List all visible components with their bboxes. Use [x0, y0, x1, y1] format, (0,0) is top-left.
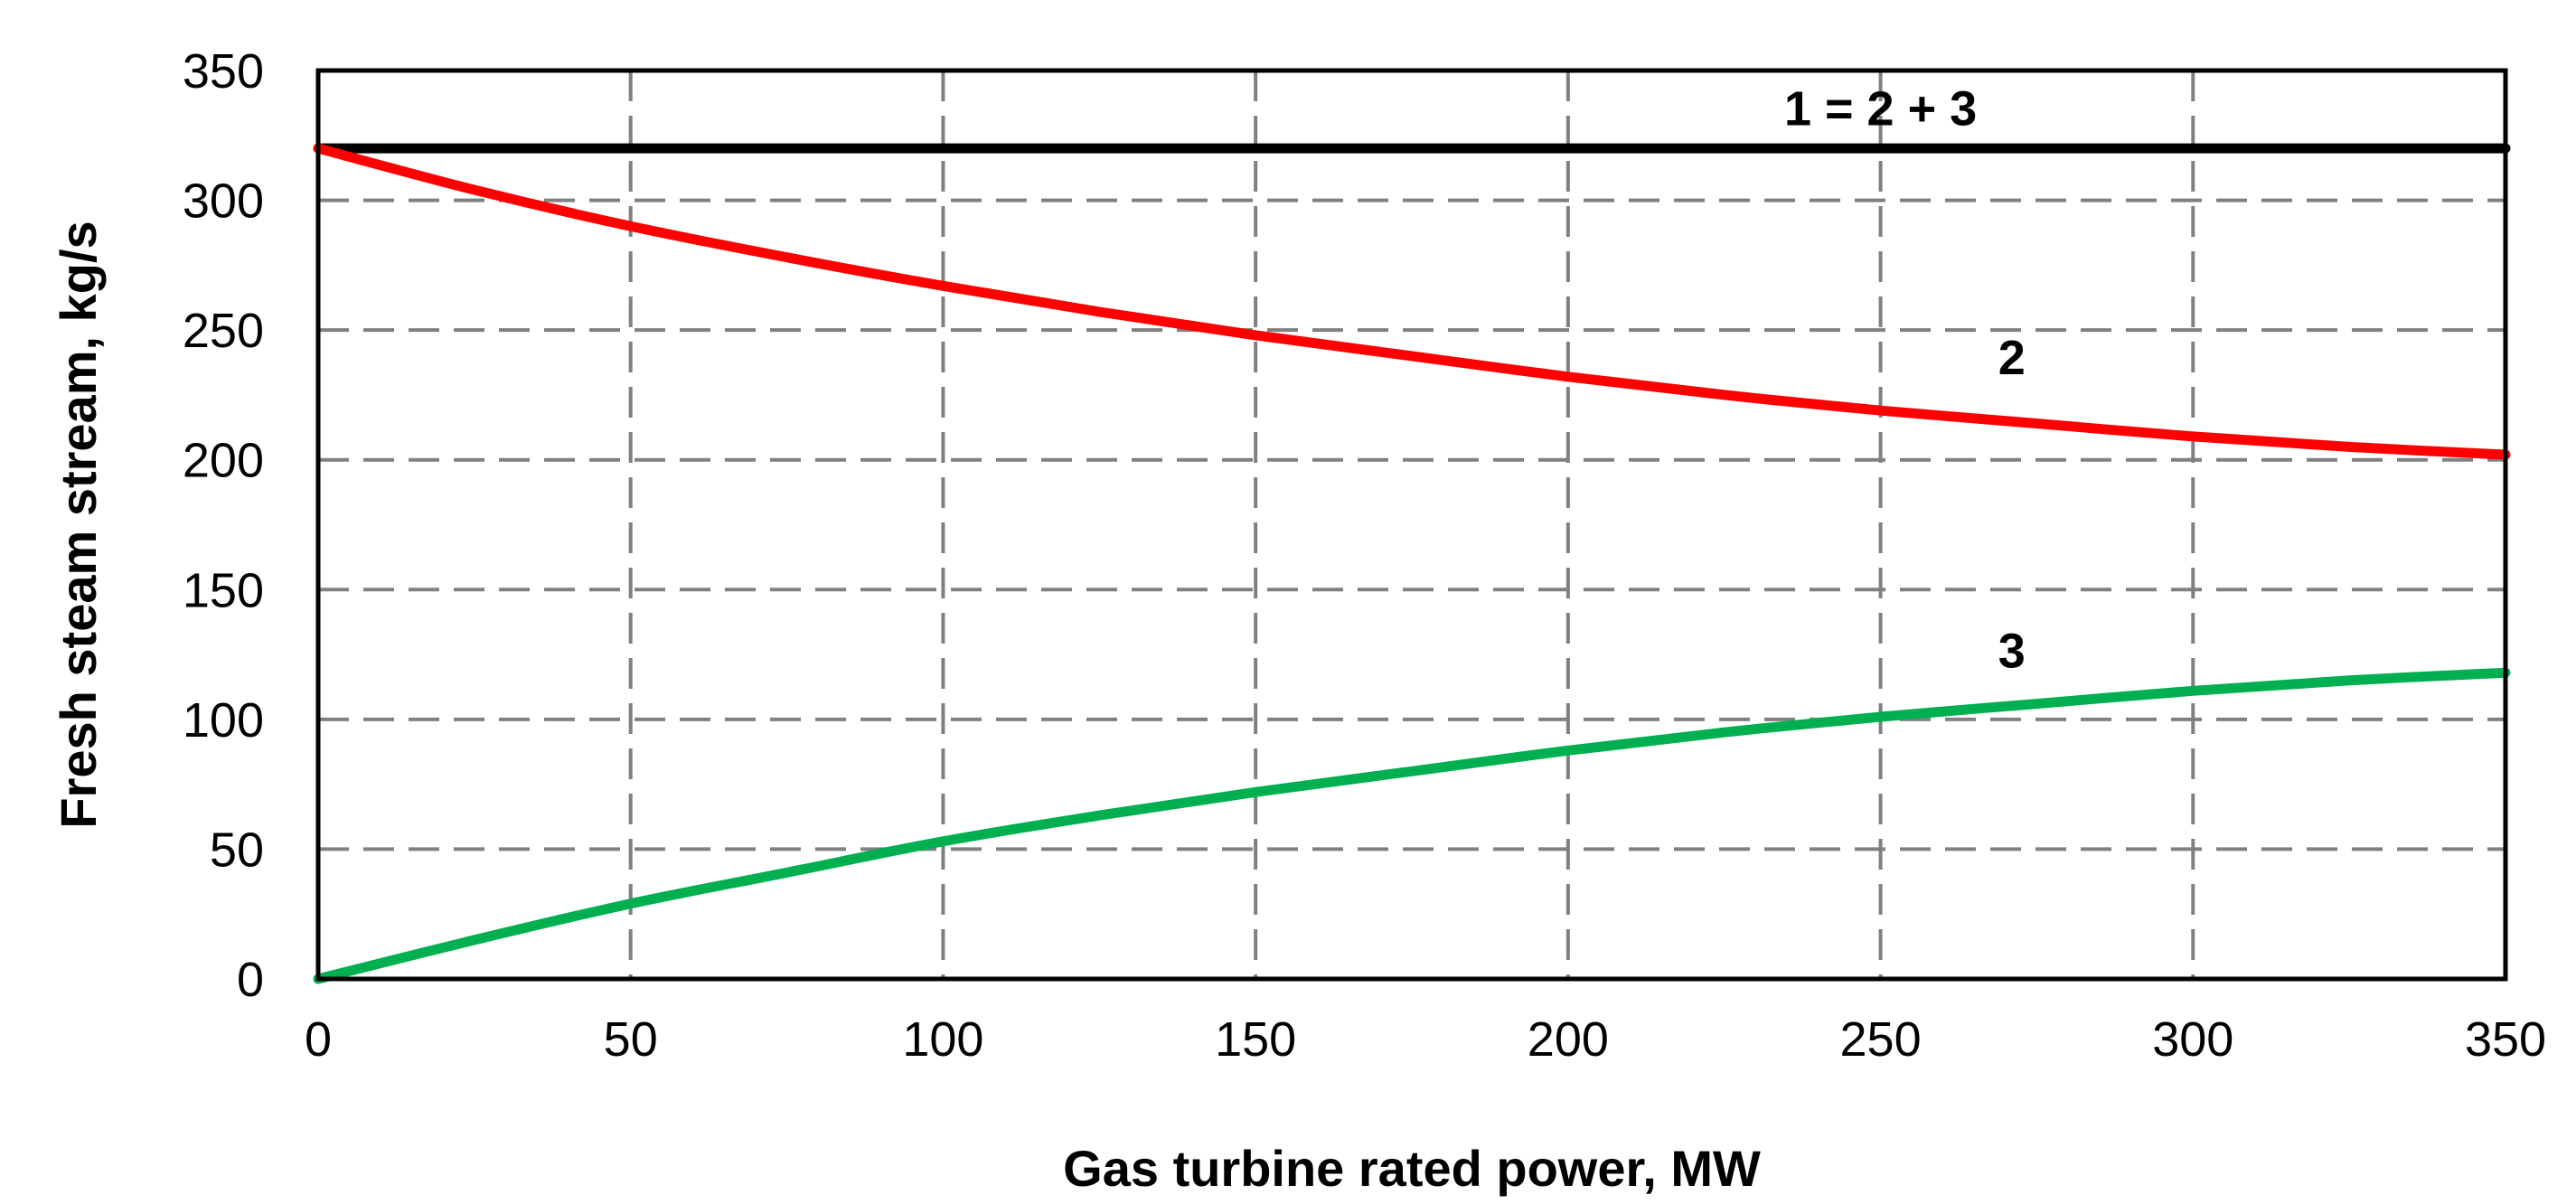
tick-labels: 0 50 100 150 200 250 300 350 0 50 100 150 200 250 300 3…	[183, 44, 2546, 1067]
plot-area-border	[315, 68, 2508, 982]
series-label-1: 1 = 2 + 3	[1784, 81, 1977, 136]
x-tick-label: 0	[305, 1012, 332, 1067]
series-label-3: 3	[1998, 624, 2026, 678]
series-label-2: 2	[1998, 331, 2026, 385]
y-tick-label: 250	[183, 304, 264, 358]
series-line-2	[313, 143, 2511, 460]
y-tick-label: 300	[183, 174, 264, 229]
x-tick-label: 250	[1840, 1012, 1922, 1067]
series-lines	[313, 143, 2511, 984]
y-tick-label: 350	[183, 44, 264, 99]
y-tick-label: 200	[183, 434, 264, 488]
series-labels: 1 = 2 + 3 2 3	[1784, 81, 2026, 678]
x-tick-label: 150	[1215, 1012, 1296, 1067]
x-tick-label: 300	[2152, 1012, 2233, 1067]
y-tick-label: 50	[210, 823, 264, 877]
grid-lines	[318, 71, 2505, 979]
x-tick-label: 50	[604, 1012, 658, 1067]
x-tick-label: 350	[2465, 1012, 2546, 1067]
y-tick-label: 100	[183, 693, 264, 748]
y-tick-label: 0	[237, 953, 264, 1007]
y-axis-title: Fresh steam stream, kg/s	[50, 221, 107, 828]
y-tick-label: 150	[183, 563, 264, 617]
x-tick-label: 200	[1528, 1012, 1609, 1067]
x-tick-label: 100	[902, 1012, 983, 1067]
x-axis-title: Gas turbine rated power, MW	[1063, 1140, 1761, 1197]
series-line-3	[313, 667, 2511, 984]
